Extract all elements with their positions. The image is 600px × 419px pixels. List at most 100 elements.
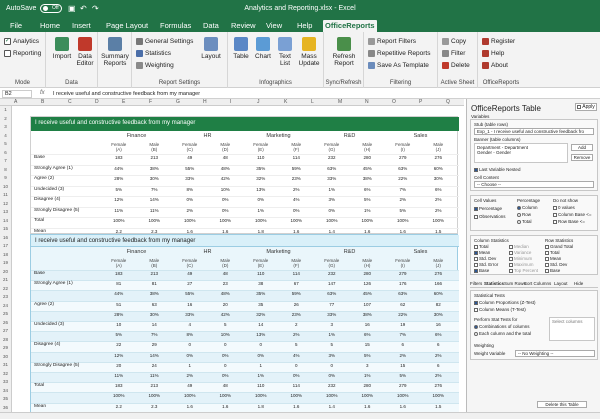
table-cell[interactable]: 20 (116, 362, 122, 368)
row-header[interactable]: 1 (4, 107, 7, 112)
fx-icon[interactable]: fx (40, 90, 45, 96)
table-cell[interactable]: 35 (258, 301, 264, 307)
reporting-option[interactable]: Reporting (4, 50, 41, 57)
table-cell[interactable]: 1.5 (435, 403, 442, 409)
table-cell[interactable]: 0 (188, 342, 191, 348)
table-cell[interactable]: 7% (150, 332, 158, 338)
table-cell[interactable]: 3% (328, 352, 335, 358)
table-cell[interactable]: 48% (220, 165, 230, 171)
table-cell[interactable]: 6% (434, 186, 442, 192)
table-cell[interactable]: 5 (330, 342, 333, 348)
table-cell[interactable]: 2% (434, 352, 442, 358)
row-header[interactable]: 11 (3, 192, 8, 197)
table-cell[interactable]: 114 (292, 383, 300, 389)
table-cell[interactable]: 2% (434, 373, 442, 378)
banner-item[interactable]: Gender - Gender (477, 150, 512, 155)
column-stat-option[interactable]: Maximum (509, 262, 534, 267)
table-cell[interactable]: 12% (114, 352, 124, 358)
table-cell[interactable]: 110 (257, 271, 265, 276)
row-header[interactable]: 6 (4, 149, 7, 155)
table-cell[interactable]: 100% (290, 218, 302, 223)
table-cell[interactable]: 6 (401, 342, 404, 348)
table-cell[interactable]: 1.6 (222, 228, 229, 234)
table-cell[interactable]: 1% (363, 207, 371, 213)
table-cell[interactable]: 38 (258, 281, 264, 287)
table-cell[interactable]: 15 (400, 362, 406, 368)
undo-icon[interactable]: ↶ (80, 4, 87, 13)
table-cell[interactable]: 59% (291, 165, 301, 171)
table-cell[interactable]: 1.6 (364, 228, 371, 234)
weight-variable-select[interactable]: -- No Weighting -- (515, 350, 595, 357)
table-cell[interactable]: 7% (399, 186, 406, 192)
table-cell[interactable]: 59% (291, 291, 301, 297)
table-cell[interactable]: 0 (223, 342, 227, 348)
table-cell[interactable]: 19 (400, 322, 406, 327)
table-cell[interactable]: 2% (292, 186, 300, 192)
table-cell[interactable]: 8% (186, 332, 193, 338)
table-cell[interactable]: 6% (363, 332, 371, 338)
column-header[interactable]: I (230, 99, 232, 105)
table-cell[interactable]: 22% (398, 311, 408, 317)
table-cell[interactable]: 100% (254, 218, 267, 223)
percentage-option[interactable]: Percentage (474, 206, 502, 211)
table-button[interactable]: Table (230, 37, 252, 60)
table-cell[interactable]: 110 (257, 155, 265, 160)
total-radio[interactable]: Total (517, 219, 532, 224)
table-cell[interactable]: 11% (114, 207, 124, 213)
table-cell[interactable]: 30% (433, 311, 443, 317)
table-cell[interactable]: 114 (292, 271, 300, 276)
table-cell[interactable]: 2% (399, 352, 406, 358)
column-stat-option[interactable]: Std. Error (474, 262, 498, 267)
table-cell[interactable]: 1.8 (257, 403, 264, 409)
column-stat-option[interactable]: Total (474, 244, 489, 249)
tab-insert[interactable]: Insert (72, 21, 91, 30)
row-stat-option[interactable]: Std. Dev (545, 262, 567, 267)
column-header[interactable]: C (68, 99, 72, 105)
table-cell[interactable]: 2.3 (151, 228, 158, 234)
tab-review[interactable]: Review (231, 21, 256, 30)
banner-list[interactable]: Department - Department Gender - Gender (474, 143, 568, 163)
statistics-button[interactable]: Statistics (136, 50, 171, 57)
report-filters-button[interactable]: Report Filters (368, 38, 416, 45)
table-cell[interactable]: 279 (398, 271, 407, 276)
tab-formulas[interactable]: Formulas (160, 21, 192, 30)
report-table-1[interactable]: I receive useful and constructive feedba… (30, 116, 459, 234)
table-cell[interactable]: 3 (330, 322, 333, 327)
table-cell[interactable]: 100% (361, 218, 373, 223)
table-cell[interactable]: 38% (149, 165, 159, 171)
row-radio[interactable]: Row (517, 212, 531, 217)
table-cell[interactable]: 100% (325, 218, 338, 223)
table-cell[interactable]: 1.4 (328, 228, 335, 234)
table-cell[interactable]: 24 (151, 362, 157, 368)
table-cell[interactable]: 44% (114, 165, 124, 171)
redo-icon[interactable]: ↷ (92, 4, 99, 13)
table-cell[interactable]: 232 (327, 383, 336, 389)
table-cell[interactable]: 4% (292, 197, 300, 202)
table-cell[interactable]: 20 (222, 301, 228, 307)
table-cell[interactable]: 60% (433, 291, 443, 297)
table-cell[interactable]: 0% (186, 352, 193, 358)
row-base-option[interactable]: Row Base <= (553, 219, 585, 224)
table-cell[interactable]: 49 (187, 271, 193, 276)
row-header[interactable]: 23 (2, 294, 8, 299)
table-cell[interactable]: 1.4 (328, 403, 335, 409)
column-means-option[interactable]: Column Means (T-Test) (474, 307, 526, 312)
table-cell[interactable]: 14 (258, 322, 264, 327)
tab-view[interactable]: View (266, 21, 283, 30)
table-cell[interactable]: 114 (292, 155, 300, 160)
table-cell[interactable]: 1.6 (222, 403, 229, 409)
table-cell[interactable]: 126 (363, 281, 371, 287)
table-cell[interactable]: 100% (432, 393, 444, 399)
table-cell[interactable]: 0% (328, 373, 335, 378)
table-cell[interactable]: 213 (150, 271, 158, 276)
apply-button[interactable]: Apply (575, 103, 597, 111)
table-cell[interactable]: 10% (220, 332, 230, 338)
row-stat-option[interactable]: Grand Total (545, 244, 573, 249)
row-header[interactable]: 13 (2, 209, 8, 214)
table-cell[interactable]: 213 (150, 383, 158, 389)
column-header[interactable]: J (257, 99, 260, 105)
table-cell[interactable]: 2% (186, 373, 193, 378)
table-cell[interactable]: 10 (116, 322, 122, 327)
table-cell[interactable]: 147 (327, 281, 336, 287)
table-cell[interactable]: 279 (398, 383, 407, 389)
